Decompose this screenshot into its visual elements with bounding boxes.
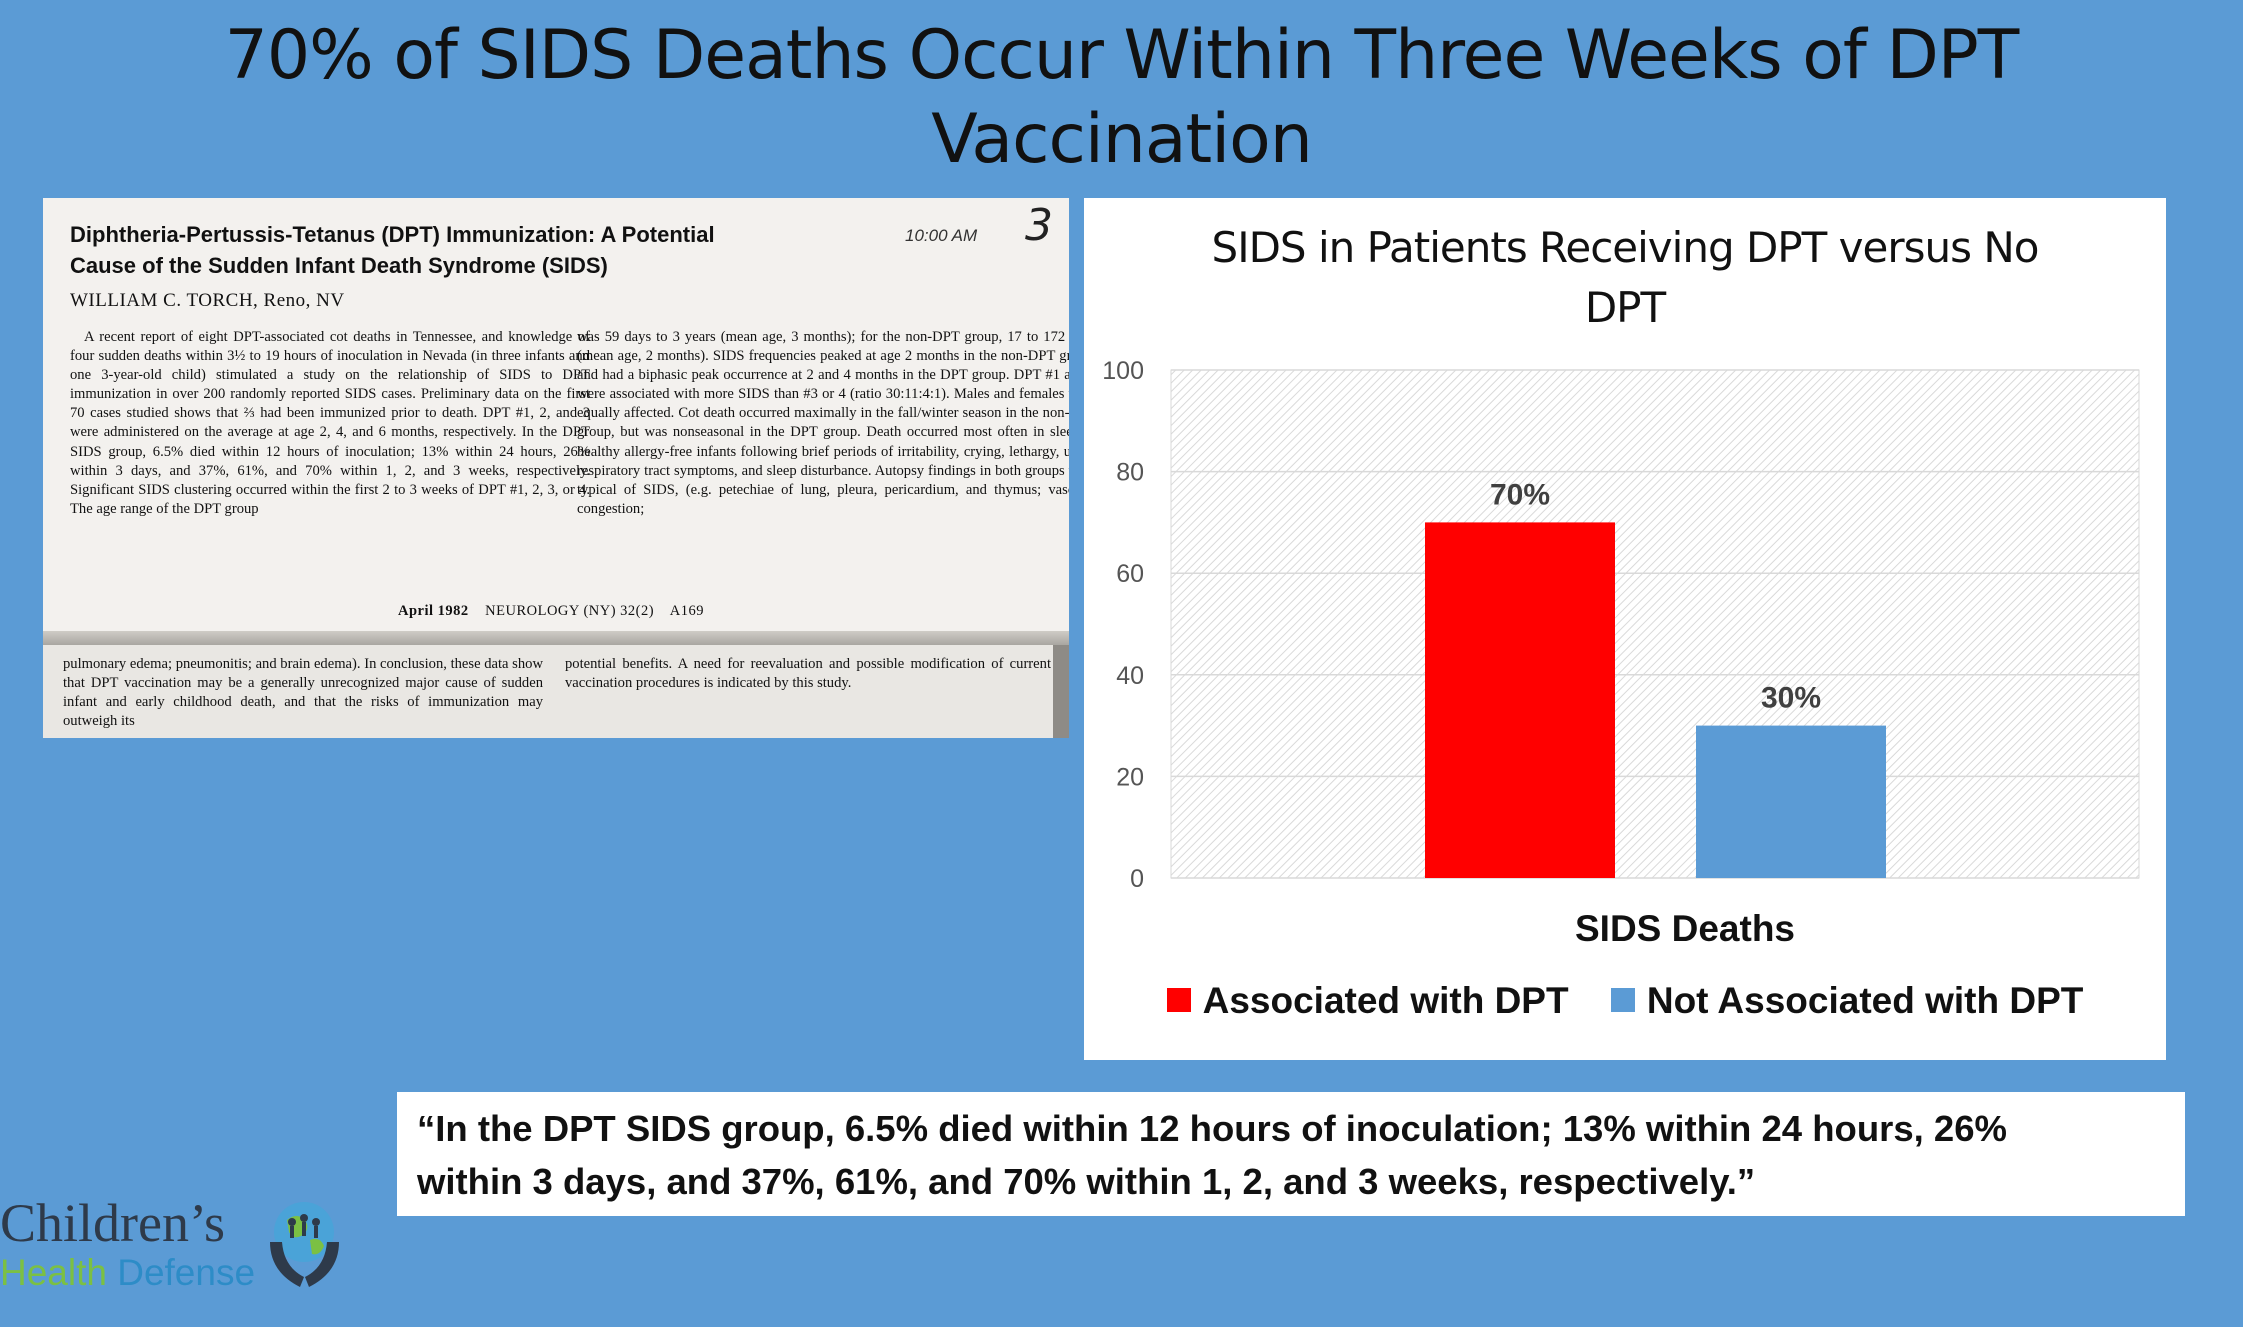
legend-swatch-no-dpt xyxy=(1610,988,1635,1013)
paper-excerpt: 3 10:00 AM Diphtheria-Pertussis-Tetanus … xyxy=(43,198,1069,738)
logo-line-2: Health Defense xyxy=(0,1252,255,1294)
page-edge xyxy=(1053,645,1069,738)
y-tick-label-0: 0 xyxy=(1130,865,1144,893)
x-axis-label-text: SIDS Deaths xyxy=(1574,908,1795,949)
slide-title-line-1: 70% of SIDS Deaths Occur Within Three We… xyxy=(224,16,2020,95)
chart-title-line-1: SIDS in Patients Receiving DPT versus No xyxy=(1211,223,2040,272)
logo-word-health: Health xyxy=(0,1252,107,1293)
plot-area xyxy=(1170,369,2140,879)
logo-word-defense: Defense xyxy=(117,1252,256,1293)
bar-dpt xyxy=(1425,522,1615,878)
paper-continuation: pulmonary edema; pneumonitis; and brain … xyxy=(43,645,1069,738)
paper-author: WILLIAM C. TORCH, Reno, NV xyxy=(70,290,345,311)
page-divider xyxy=(43,631,1069,645)
y-tick-label-40: 40 xyxy=(1116,662,1144,690)
paper-citation: April 1982 NEUROLOGY (NY) 32(2) A169 xyxy=(398,603,704,620)
y-tick-label-100: 100 xyxy=(1102,357,1144,385)
paper-title-line-1: Diphtheria-Pertussis-Tetanus (DPT) Immun… xyxy=(70,222,715,247)
data-label-dpt: 70% xyxy=(1490,478,1550,511)
quote-line-1: “In the DPT SIDS group, 6.5% died within… xyxy=(417,1108,2007,1149)
chart-panel: 0 20 40 60 80 100 70% 30% SIDS in Patients Rece… xyxy=(1084,198,2166,1060)
legend-label-no-dpt: Not Associated with DPT xyxy=(1646,980,2084,1021)
paper-column-2: was 59 days to 3 years (mean age, 3 mont… xyxy=(577,329,1069,517)
quote-line-2: within 3 days, and 37%, 61%, and 70% wit… xyxy=(417,1161,1756,1202)
data-label-no-dpt: 30% xyxy=(1761,682,1821,715)
chart-title-line-2: DPT xyxy=(1584,283,1666,332)
paper-lower-column-1: pulmonary edema; pneumonitis; and brain … xyxy=(63,656,543,729)
x-axis-label: SIDS Deaths xyxy=(1084,908,2166,950)
chart-title: SIDS in Patients Receiving DPT versus No… xyxy=(1084,218,2166,338)
y-tick-label-60: 60 xyxy=(1116,560,1144,588)
y-tick-label-20: 20 xyxy=(1116,763,1144,791)
bar-no-dpt xyxy=(1696,725,1886,878)
paper-title: Diphtheria-Pertussis-Tetanus (DPT) Immun… xyxy=(70,219,870,281)
childrens-health-defense-logo: Children’s Health Defense xyxy=(0,1192,360,1302)
citation-page: A169 xyxy=(669,603,705,619)
quote-box: “In the DPT SIDS group, 6.5% died within… xyxy=(397,1092,2185,1216)
legend-swatch-dpt xyxy=(1166,988,1191,1013)
paper-title-line-2: Cause of the Sudden Infant Death Syndrom… xyxy=(70,253,608,278)
paper-column-1: A recent report of eight DPT-associated … xyxy=(70,329,590,517)
legend-item-no-dpt: Not Associated with DPT xyxy=(1610,980,2084,1022)
citation-date: April 1982 xyxy=(398,603,469,619)
logo-line-1: Children’s xyxy=(0,1193,225,1253)
chart-legend: Associated with DPT Not Associated with … xyxy=(1084,980,2166,1022)
session-time: 10:00 AM xyxy=(905,226,978,245)
paper-lower-column-2: potential benefits. A need for reevaluat… xyxy=(565,656,1051,691)
bar-chart: 0 20 40 60 80 100 70% 30% xyxy=(1102,357,2140,893)
page-number: 3 xyxy=(1025,200,1053,251)
globe-hands-icon xyxy=(270,1202,339,1287)
legend-label-dpt: Associated with DPT xyxy=(1202,980,1569,1021)
slide-title-line-2: Vaccination xyxy=(931,100,1313,179)
y-tick-label-80: 80 xyxy=(1116,459,1144,487)
citation-journal: NEUROLOGY (NY) 32(2) xyxy=(485,603,655,619)
slide-title: 70% of SIDS Deaths Occur Within Three We… xyxy=(0,14,2243,182)
legend-item-dpt: Associated with DPT xyxy=(1166,980,1569,1022)
